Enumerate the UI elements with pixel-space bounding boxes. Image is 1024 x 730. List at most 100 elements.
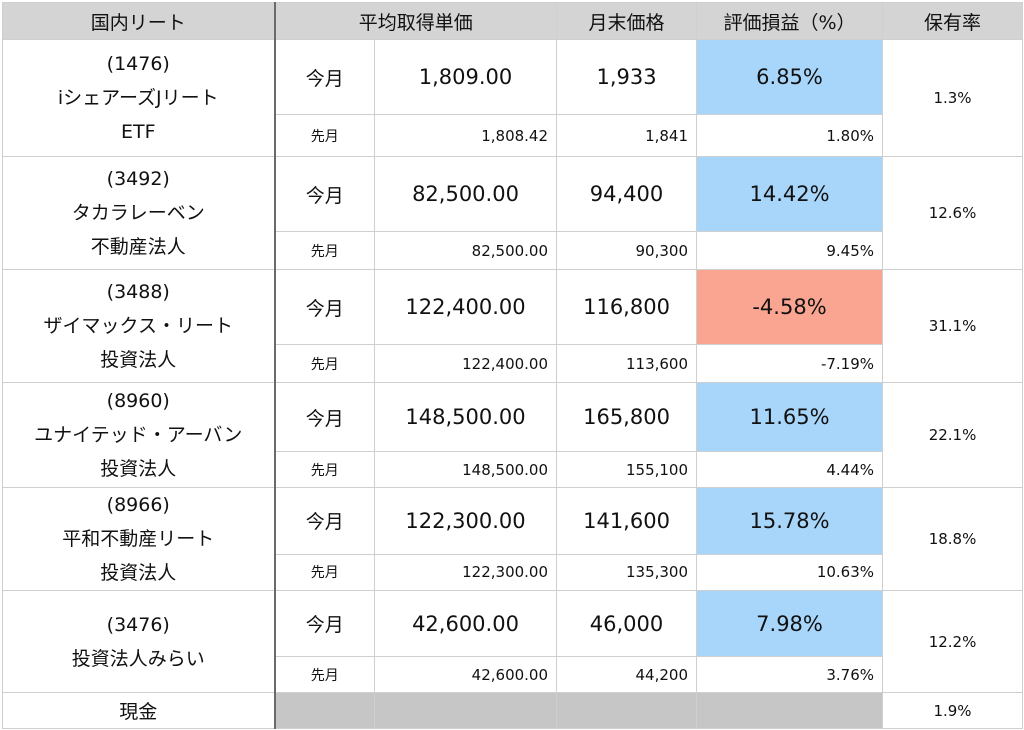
previous-month-label: 先月 <box>274 231 375 270</box>
cash-empty-cell <box>274 692 375 729</box>
current-avg-price: 148,500.00 <box>373 382 558 452</box>
current-month-end-price: 94,400 <box>556 156 698 232</box>
previous-avg-price: 1,808.42 <box>373 114 558 157</box>
cash-empty-cell <box>556 692 698 729</box>
table-row: 先月 82,500.00 90,300 9.45% <box>3 231 1023 270</box>
table-row: 先月 122,400.00 113,600 -7.19% <box>3 344 1023 383</box>
table-row: (3476) 投資法人みらい 今月 42,600.00 46,000 7.98%… <box>2 590 1024 693</box>
current-avg-price: 42,600.00 <box>373 590 558 657</box>
current-gain-loss: 15.78% <box>696 487 884 555</box>
previous-avg-price: 122,300.00 <box>373 553 558 592</box>
fund-name-line: タカラレーベン <box>71 202 205 224</box>
current-month-end-price: 1,933 <box>556 39 698 115</box>
previous-gain-loss: 1.80% <box>696 114 884 157</box>
current-gain-loss: 11.65% <box>696 382 884 452</box>
table-row: (8960) ユナイテッド・アーバン 投資法人 今月 148,500.00 16… <box>2 382 1024 488</box>
fund-code: (3476) <box>106 613 170 636</box>
current-month-label: 今月 <box>274 382 375 452</box>
previous-month-label: 先月 <box>274 344 375 383</box>
current-month-end-price: 141,600 <box>556 487 698 555</box>
fund-name-line: ザイマックス・リート <box>43 315 233 337</box>
fund-code: (8960) <box>106 390 170 412</box>
current-month-label: 今月 <box>274 487 375 555</box>
fund-code: (3488) <box>106 281 170 303</box>
holding-ratio: 12.6% <box>882 156 1024 270</box>
fund-name-line: 投資法人 <box>100 458 177 480</box>
cash-row: 現金 1.9% <box>2 692 1024 729</box>
fund-name-line: 投資法人 <box>100 349 177 371</box>
previous-gain-loss: 4.44% <box>696 451 884 488</box>
fund-name-line: 不動産法人 <box>90 236 186 258</box>
cash-ratio: 1.9% <box>882 692 1024 729</box>
current-month-label: 今月 <box>274 269 375 345</box>
fund-name: (8966) 平和不動産リート 投資法人 <box>2 487 276 591</box>
holding-ratio: 18.8% <box>882 487 1024 591</box>
previous-avg-price: 42,600.00 <box>373 656 558 693</box>
fund-name: (3476) 投資法人みらい <box>2 590 276 693</box>
current-gain-loss: 6.85% <box>696 39 884 115</box>
current-month-label: 今月 <box>274 156 375 232</box>
previous-gain-loss: 9.45% <box>696 231 884 270</box>
header-row: 国内リート 平均取得単価 月末価格 評価損益（%） 保有率 <box>2 2 1024 40</box>
previous-avg-price: 122,400.00 <box>373 344 558 383</box>
fund-name-line: iシェアーズJリート <box>57 87 219 109</box>
table-row: (3492) タカラレーベン 不動産法人 今月 82,500.00 94,400… <box>2 156 1024 270</box>
cash-label: 現金 <box>2 692 276 729</box>
fund-code: (3492) <box>106 168 170 190</box>
previous-month-end-price: 113,600 <box>556 344 698 383</box>
table-row: 先月 1,808.42 1,841 1.80% <box>3 114 1023 157</box>
current-month-end-price: 165,800 <box>556 382 698 452</box>
previous-avg-price: 148,500.00 <box>373 451 558 488</box>
fund-name: (8960) ユナイテッド・アーバン 投資法人 <box>2 382 276 488</box>
table-row: (1476) iシェアーズJリート ETF 今月 1,809.00 1,933 … <box>2 39 1024 157</box>
fund-name-line: ETF <box>120 121 156 143</box>
fund-name: (1476) iシェアーズJリート ETF <box>2 39 276 157</box>
current-avg-price: 122,300.00 <box>373 487 558 555</box>
current-month-end-price: 116,800 <box>556 269 698 345</box>
previous-month-end-price: 155,100 <box>556 451 698 488</box>
previous-month-end-price: 44,200 <box>556 656 698 693</box>
header-name: 国内リート <box>2 2 276 40</box>
previous-month-end-price: 90,300 <box>556 231 698 270</box>
current-gain-loss: 14.42% <box>696 156 884 232</box>
fund-code: (8966) <box>106 494 170 516</box>
holding-ratio: 12.2% <box>882 590 1024 693</box>
fund-name-line: 投資法人みらい <box>71 647 205 670</box>
table-row: 先月 122,300.00 135,300 10.63% <box>3 553 1023 592</box>
previous-month-label: 先月 <box>274 451 375 488</box>
previous-month-end-price: 1,841 <box>556 114 698 157</box>
header-gain-loss: 評価損益（%） <box>696 2 884 40</box>
previous-month-label: 先月 <box>274 656 375 693</box>
holding-ratio: 22.1% <box>882 382 1024 488</box>
fund-name-line: ユナイテッド・アーバン <box>34 424 243 446</box>
current-avg-price: 82,500.00 <box>373 156 558 232</box>
previous-avg-price: 82,500.00 <box>373 231 558 270</box>
current-month-label: 今月 <box>274 590 375 657</box>
fund-name: (3492) タカラレーベン 不動産法人 <box>2 156 276 270</box>
previous-month-end-price: 135,300 <box>556 553 698 592</box>
fund-name-line: 平和不動産リート <box>62 528 215 550</box>
header-ratio: 保有率 <box>882 2 1024 40</box>
holding-ratio: 1.3% <box>882 39 1024 157</box>
table-row: (8966) 平和不動産リート 投資法人 今月 122,300.00 141,6… <box>2 487 1024 591</box>
previous-gain-loss: 3.76% <box>696 656 884 693</box>
fund-code: (1476) <box>106 53 170 75</box>
current-gain-loss: -4.58% <box>696 269 884 345</box>
table-row: 先月 148,500.00 155,100 4.44% <box>3 451 1023 488</box>
header-month-end-price: 月末価格 <box>556 2 698 40</box>
table-row: (3488) ザイマックス・リート 投資法人 今月 122,400.00 116… <box>2 269 1024 383</box>
current-avg-price: 122,400.00 <box>373 269 558 345</box>
cash-empty-cell <box>373 692 558 729</box>
current-gain-loss: 7.98% <box>696 590 884 657</box>
fund-name-line: 投資法人 <box>100 562 177 584</box>
holding-ratio: 31.1% <box>882 269 1024 383</box>
current-avg-price: 1,809.00 <box>373 39 558 115</box>
previous-month-label: 先月 <box>274 553 375 592</box>
previous-gain-loss: 10.63% <box>696 553 884 592</box>
previous-month-label: 先月 <box>274 114 375 157</box>
table-row: 先月 42,600.00 44,200 3.76% <box>3 656 1023 693</box>
previous-gain-loss: -7.19% <box>696 344 884 383</box>
current-month-end-price: 46,000 <box>556 590 698 657</box>
header-avg-price: 平均取得単価 <box>273 2 558 40</box>
